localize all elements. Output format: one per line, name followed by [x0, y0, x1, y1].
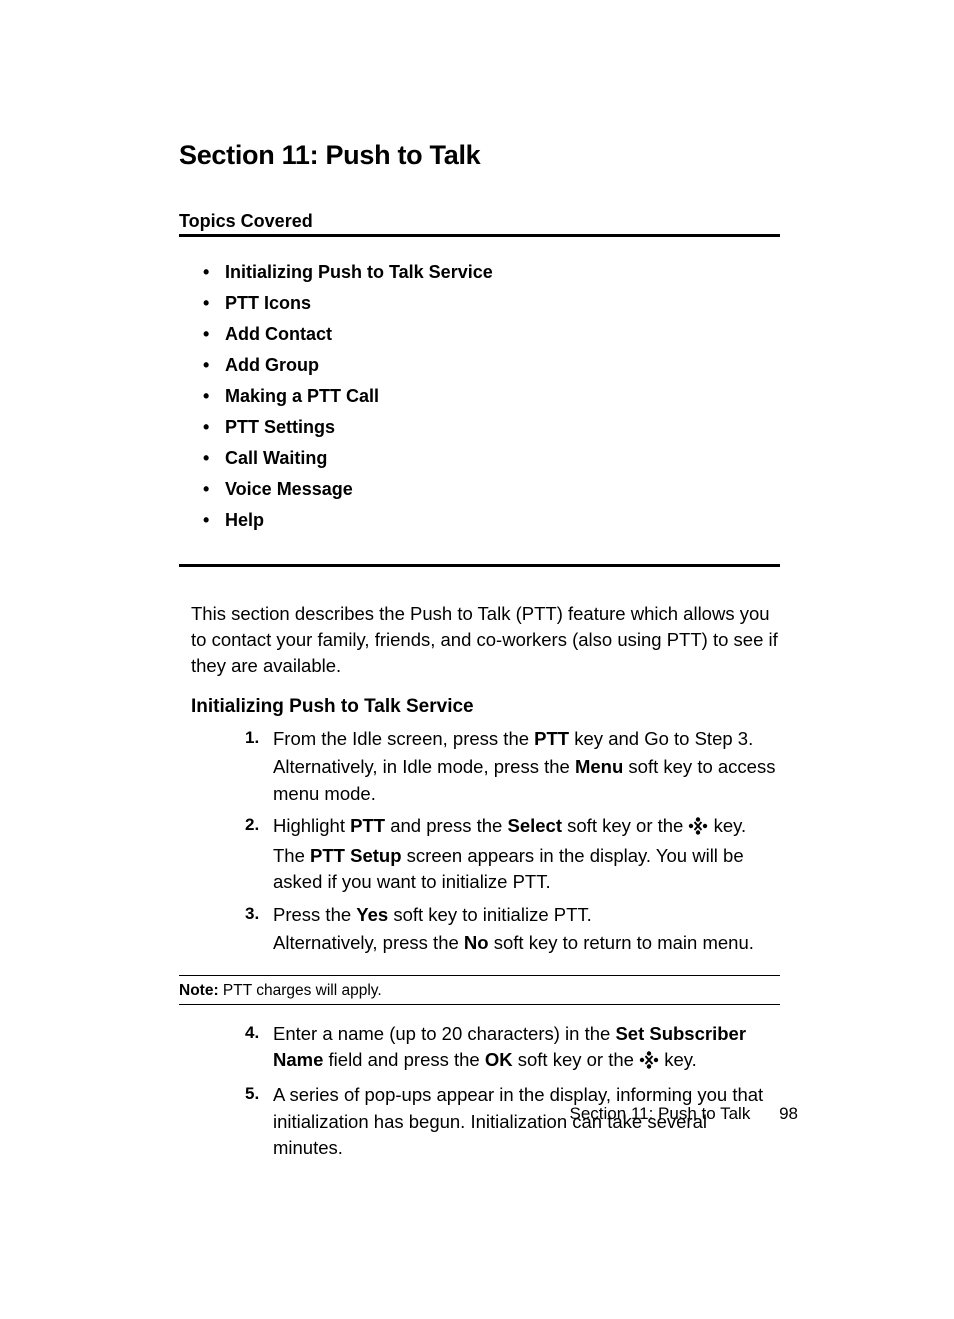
step-number: 3. — [245, 902, 259, 926]
step-text: From the Idle screen, press the — [273, 728, 534, 749]
topic-item: Initializing Push to Talk Service — [225, 257, 780, 288]
divider-thin — [179, 975, 780, 976]
bold-key: OK — [485, 1049, 513, 1070]
note: Note: PTT charges will apply. — [179, 982, 780, 1000]
topic-item: Add Contact — [225, 319, 780, 350]
step-1: 1. From the Idle screen, press the PTT k… — [273, 726, 780, 807]
step-text: key. — [664, 1049, 697, 1070]
topics-covered-heading: Topics Covered — [179, 211, 780, 232]
step-text: soft key to return to main menu. — [489, 932, 754, 953]
step-text: field and press the — [323, 1049, 484, 1070]
bold-key: PTT — [350, 815, 385, 836]
intro-block: This section describes the Push to Talk … — [179, 601, 780, 957]
step-text: soft key or the — [562, 815, 688, 836]
page-footer: Section 11: Push to Talk 98 — [570, 1104, 798, 1124]
intro-text: This section describes the Push to Talk … — [191, 601, 780, 680]
topics-list: Initializing Push to Talk Service PTT Ic… — [179, 257, 780, 536]
bold-key: Yes — [356, 904, 388, 925]
step-text: Alternatively, in Idle mode, press the — [273, 756, 575, 777]
step-2: 2. Highlight PTT and press the Select so… — [273, 813, 780, 895]
topic-item: Voice Message — [225, 474, 780, 505]
step-text: key and Go to Step 3. — [569, 728, 753, 749]
step-number: 4. — [245, 1021, 259, 1045]
step-number: 2. — [245, 813, 259, 837]
document-page: Section 11: Push to Talk Topics Covered … — [0, 0, 954, 1319]
step-text: Enter a name (up to 20 characters) in th… — [273, 1023, 615, 1044]
topic-item: Making a PTT Call — [225, 381, 780, 412]
topic-item: Help — [225, 505, 780, 536]
navigation-key-icon — [639, 1050, 659, 1076]
step-number: 1. — [245, 726, 259, 750]
topic-item: PTT Icons — [225, 288, 780, 319]
bold-key: PTT — [534, 728, 569, 749]
page-number: 98 — [779, 1104, 798, 1123]
note-text: PTT charges will apply. — [219, 982, 382, 999]
footer-section-label: Section 11: Push to Talk — [570, 1104, 751, 1123]
step-continuation: Alternatively, in Idle mode, press the M… — [273, 754, 780, 807]
step-text: and press the — [385, 815, 507, 836]
step-4: 4. Enter a name (up to 20 characters) in… — [273, 1021, 780, 1077]
bold-key: Select — [507, 815, 562, 836]
note-label: Note: — [179, 982, 219, 999]
step-continuation: Alternatively, press the No soft key to … — [273, 930, 780, 956]
steps-list-1: 1. From the Idle screen, press the PTT k… — [191, 726, 780, 957]
divider-thick — [179, 234, 780, 237]
navigation-key-icon — [688, 816, 708, 842]
bold-key: Menu — [575, 756, 623, 777]
steps-block-2: 4. Enter a name (up to 20 characters) in… — [179, 1021, 780, 1162]
step-text: Press the — [273, 904, 356, 925]
step-text: soft key or the — [513, 1049, 639, 1070]
topic-item: PTT Settings — [225, 412, 780, 443]
steps-list-2: 4. Enter a name (up to 20 characters) in… — [191, 1021, 780, 1162]
step-text: Alternatively, press the — [273, 932, 464, 953]
topic-item: Add Group — [225, 350, 780, 381]
step-3: 3. Press the Yes soft key to initialize … — [273, 902, 780, 957]
step-number: 5. — [245, 1082, 259, 1106]
bold-key: No — [464, 932, 489, 953]
step-text: Highlight — [273, 815, 350, 836]
step-text: soft key to initialize PTT. — [388, 904, 592, 925]
bold-key: PTT Setup — [310, 845, 401, 866]
topic-item: Call Waiting — [225, 443, 780, 474]
divider-thin — [179, 1004, 780, 1005]
divider-thick — [179, 564, 780, 567]
section-title: Section 11: Push to Talk — [179, 140, 780, 171]
subsection-heading: Initializing Push to Talk Service — [191, 696, 780, 718]
